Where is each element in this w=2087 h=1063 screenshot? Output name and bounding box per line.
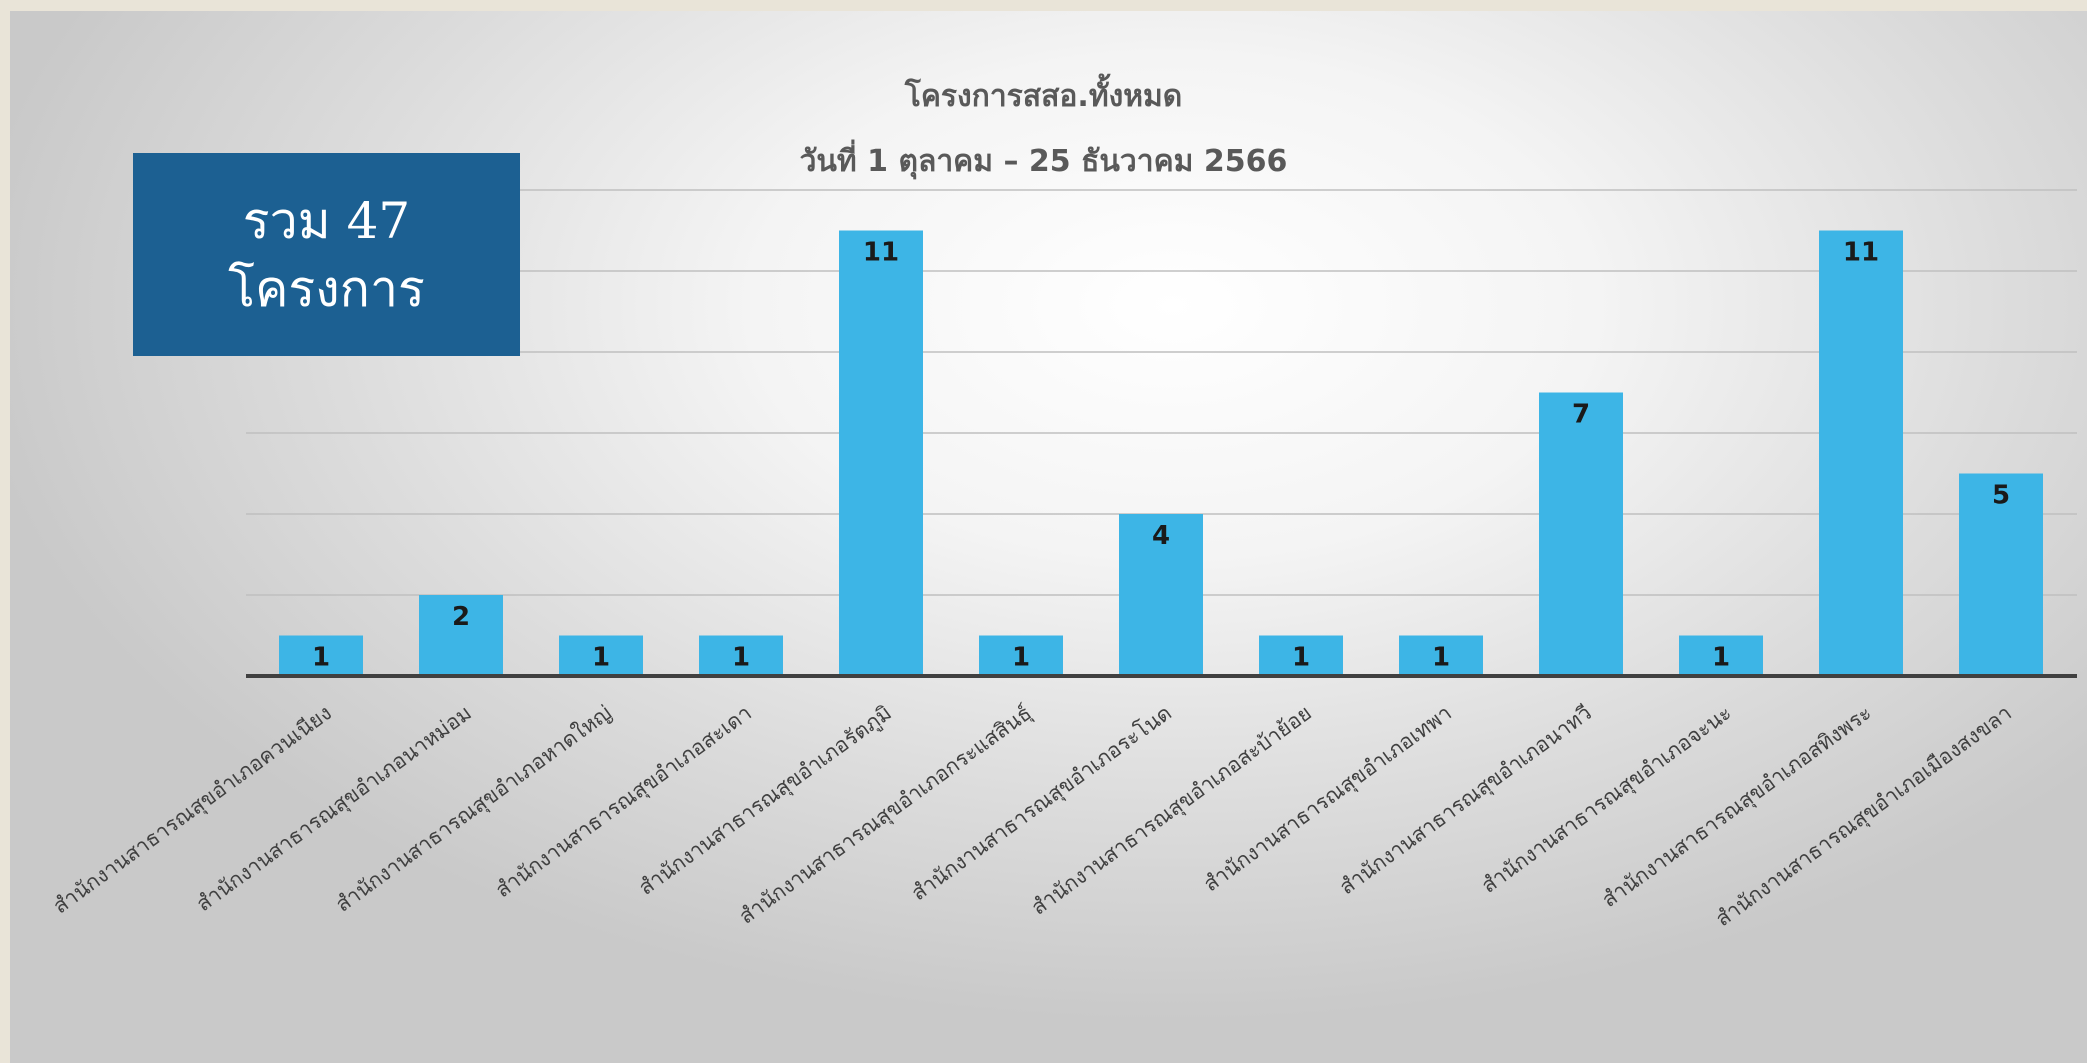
data-label: 1 bbox=[1432, 643, 1450, 673]
category-label: สำนักงานสาธารณสุขอำเภอเทพา bbox=[1199, 701, 1456, 898]
data-label: 1 bbox=[592, 643, 610, 673]
bar bbox=[1539, 392, 1623, 676]
category-label: สำนักงานสาธารณสุขอำเภอสะบ้าย้อย bbox=[1027, 701, 1317, 921]
category-label: สำนักงานสาธารณสุขอำเภอกระแสสินธุ์ bbox=[735, 701, 1037, 930]
data-label: 11 bbox=[1843, 238, 1879, 268]
bar bbox=[1679, 635, 1763, 676]
bar bbox=[1959, 473, 2043, 676]
category-label: สำนักงานสาธารณสุขอำเภอสทิงพระ bbox=[1598, 701, 1877, 913]
total-line-1: รวม 47 bbox=[242, 191, 411, 250]
data-label: 1 bbox=[312, 643, 330, 673]
category-label: สำนักงานสาธารณสุขอำเภอควนเนียง bbox=[49, 701, 337, 920]
category-label: สำนักงานสาธารณสุขอำเภอหาดใหญ่ bbox=[331, 701, 616, 918]
data-label: 1 bbox=[1712, 643, 1730, 673]
total-line-2: โครงการ bbox=[228, 259, 425, 318]
bar bbox=[1819, 230, 1903, 676]
data-label: 5 bbox=[1992, 481, 2010, 511]
category-label: สำนักงานสาธารณสุขอำเภอรัตภูมิ bbox=[634, 701, 896, 901]
category-label: สำนักงานสาธารณสุขอำเภอเมืองสงขลา bbox=[1711, 701, 2016, 932]
bar bbox=[839, 230, 923, 676]
chart-title: โครงการสสอ.ทั้งหมด bbox=[904, 79, 1183, 114]
bar bbox=[1399, 635, 1483, 676]
bar bbox=[699, 635, 783, 676]
bar bbox=[419, 595, 503, 676]
data-label: 1 bbox=[1292, 643, 1310, 673]
bar bbox=[559, 635, 643, 676]
bar bbox=[279, 635, 363, 676]
category-label: สำนักงานสาธารณสุขอำเภอจะนะ bbox=[1477, 701, 1736, 899]
data-label: 4 bbox=[1152, 521, 1170, 551]
chart-subtitle: วันที่ 1 ตุลาคม – 25 ธันวาคม 2566 bbox=[799, 144, 1288, 179]
bar bbox=[1259, 635, 1343, 676]
category-label: สำนักงานสาธารณสุขอำเภอระโนด bbox=[907, 701, 1177, 906]
data-label: 1 bbox=[1012, 643, 1030, 673]
category-label: สำนักงานสาธารณสุขอำเภอนาทวี bbox=[1335, 701, 1596, 901]
bar bbox=[979, 635, 1063, 676]
data-label: 1 bbox=[732, 643, 750, 673]
total-projects-box: รวม 47 โครงการ bbox=[133, 153, 520, 356]
category-label: สำนักงานสาธารณสุขอำเภอสะเดา bbox=[491, 701, 756, 903]
data-label: 7 bbox=[1572, 400, 1590, 430]
data-label: 2 bbox=[452, 602, 470, 632]
bar bbox=[1119, 514, 1203, 676]
data-label: 11 bbox=[863, 238, 899, 268]
category-label: สำนักงานสาธารณสุขอำเภอนาหม่อม bbox=[192, 701, 477, 917]
